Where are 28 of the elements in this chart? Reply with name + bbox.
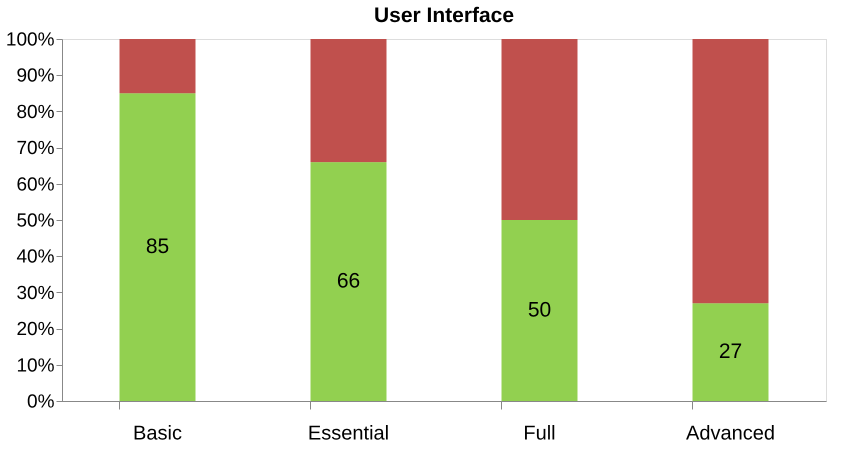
- bar: [502, 39, 578, 220]
- bar: [692, 303, 768, 401]
- y-tick-label: 80%: [16, 102, 55, 123]
- y-tick-label: 0%: [27, 392, 55, 412]
- y-tick-label: 10%: [16, 355, 55, 376]
- bar: [502, 220, 578, 401]
- x-tick-label: Basic: [133, 422, 182, 444]
- data-label: 50: [528, 298, 552, 322]
- y-tick-label: 60%: [16, 174, 55, 196]
- y-tick-label: 70%: [16, 138, 55, 160]
- y-tick-label: 100%: [6, 30, 55, 50]
- bar: [120, 93, 196, 401]
- bar: [692, 39, 768, 304]
- bar: [310, 162, 386, 401]
- x-tick-label: Advanced: [686, 422, 775, 444]
- x-tick-label: Full: [523, 422, 556, 444]
- y-tick-label: 90%: [16, 66, 55, 87]
- data-label: 66: [336, 270, 360, 293]
- y-tick-label: 40%: [16, 246, 55, 268]
- data-label: 27: [718, 340, 742, 364]
- data-label: 85: [146, 235, 170, 258]
- y-tick-label: 20%: [16, 319, 55, 340]
- y-tick-label: 50%: [16, 210, 55, 232]
- chart-title: User Interface: [374, 4, 514, 27]
- y-tick-label: 30%: [16, 282, 55, 304]
- x-tick-label: Essential: [308, 422, 390, 444]
- bar: [120, 39, 196, 94]
- bar: [310, 39, 386, 162]
